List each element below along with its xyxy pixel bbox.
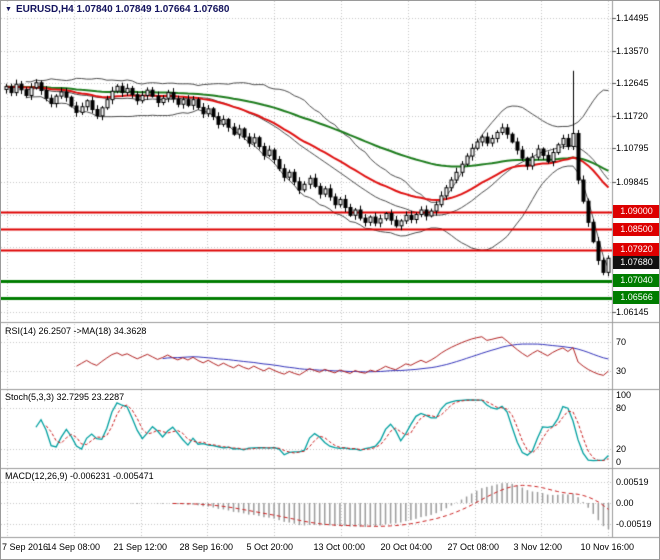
symbol-marker-icon: ▼ xyxy=(5,5,12,13)
price-level-badge: 1.09000 xyxy=(613,205,659,219)
macd-axis-label: -0.00519 xyxy=(616,518,652,529)
macd-axis-label: 0.00 xyxy=(616,498,634,508)
y-axis-label: 1.09845 xyxy=(616,176,649,187)
y-axis-label: 1.11720 xyxy=(616,110,648,121)
x-axis-label: 7 Sep 2016 xyxy=(2,542,49,552)
x-axis-label: 14 Sep 08:00 xyxy=(46,542,101,552)
rsi-label: RSI(14) 26.2507 ->MA(18) 34.3628 xyxy=(5,326,147,336)
macd-axis-label: 0.00519 xyxy=(616,477,649,488)
stoch-label: Stoch(5,3,3) 32.7295 23.2287 xyxy=(5,392,125,402)
stoch-axis-label: 0 xyxy=(616,456,622,467)
y-axis-label: 1.14495 xyxy=(616,13,649,24)
x-axis-label: 28 Sep 16:00 xyxy=(179,542,234,552)
x-axis-label: 5 Oct 20:00 xyxy=(246,542,294,552)
y-axis-label: 1.12645 xyxy=(616,78,649,89)
y-axis-label: 1.13570 xyxy=(616,45,649,56)
x-axis-label: 27 Oct 08:00 xyxy=(447,542,500,552)
price-level-badge: 1.06566 xyxy=(613,291,659,305)
chart-title: ▼ EURUSD,H4 1.07840 1.07849 1.07664 1.07… xyxy=(5,4,229,15)
y-axis-label: 1.10795 xyxy=(616,143,649,154)
x-axis-label: 21 Sep 12:00 xyxy=(113,542,168,552)
x-axis-label: 10 Nov 16:00 xyxy=(580,542,635,552)
price-level-badge: 1.07680 xyxy=(613,256,659,270)
rsi-axis-label: 70 xyxy=(616,336,627,347)
price-level-badge: 1.08500 xyxy=(613,222,659,236)
chart-title-text: EURUSD,H4 1.07840 1.07849 1.07664 1.0768… xyxy=(15,4,230,15)
x-axis-label: 13 Oct 00:00 xyxy=(313,542,366,552)
x-axis-label: 20 Oct 04:00 xyxy=(380,542,433,552)
y-axis-label: 1.06145 xyxy=(616,307,649,318)
stoch-axis-label: 80 xyxy=(616,403,627,414)
price-level-badge: 1.07920 xyxy=(613,243,659,257)
rsi-axis-label: 30 xyxy=(616,365,627,376)
x-axis-label: 3 Nov 12:00 xyxy=(513,542,563,552)
stoch-axis-label: 100 xyxy=(616,390,632,400)
macd-label: MACD(12,26,9) -0.006231 -0.005471 xyxy=(5,471,154,481)
stoch-axis-label: 20 xyxy=(616,443,627,454)
price-level-badge: 1.07040 xyxy=(613,274,659,288)
